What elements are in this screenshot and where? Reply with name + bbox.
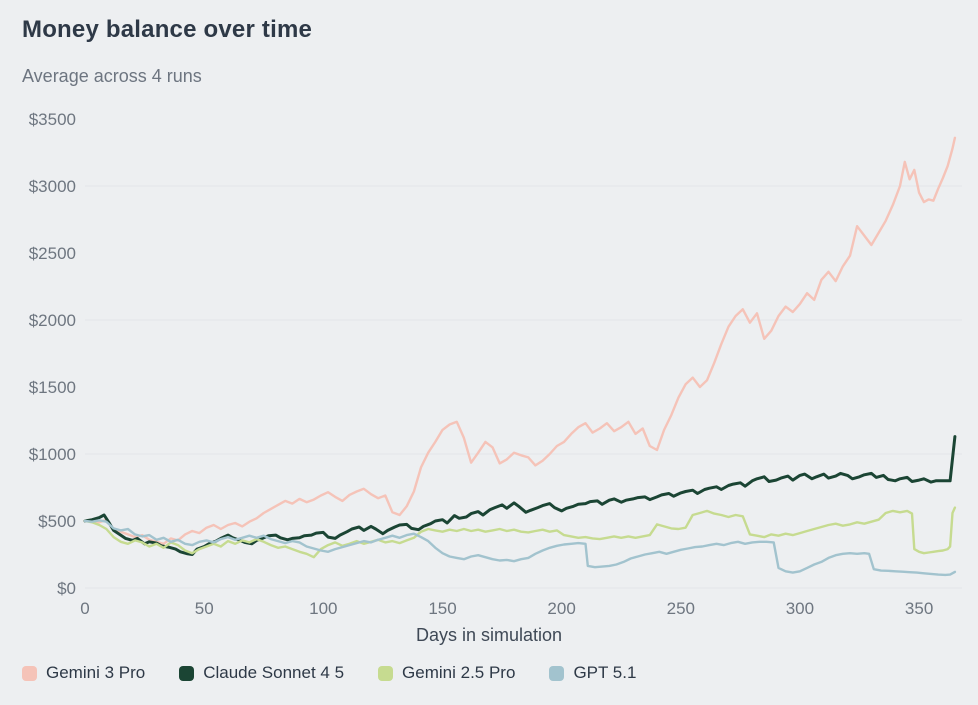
chart-subtitle: Average across 4 runs bbox=[22, 66, 202, 86]
y-tick-label: $500 bbox=[38, 512, 76, 531]
legend-label-gemini-3-pro: Gemini 3 Pro bbox=[46, 663, 146, 682]
legend-label-gpt-5-1: GPT 5.1 bbox=[573, 663, 637, 682]
legend-item-gemini-2-5-pro[interactable]: Gemini 2.5 Pro bbox=[378, 663, 515, 683]
legend-swatch-gemini-2-5-pro bbox=[378, 665, 394, 681]
x-tick-label: 250 bbox=[667, 599, 695, 618]
y-tick-label: $1000 bbox=[29, 445, 76, 464]
y-tick-label: $2000 bbox=[29, 311, 76, 330]
series-line-gpt-5-1 bbox=[83, 519, 957, 577]
chart-title: Money balance over time bbox=[22, 16, 313, 43]
x-tick-label: 150 bbox=[428, 599, 456, 618]
x-tick-label: 0 bbox=[80, 599, 89, 618]
x-tick-label: 100 bbox=[309, 599, 337, 618]
x-tick-label: 50 bbox=[195, 599, 214, 618]
series-line-gemini-2-5-pro bbox=[83, 506, 957, 559]
series-line-claude-sonnet-4-5 bbox=[83, 435, 957, 556]
legend-swatch-gpt-5-1 bbox=[549, 665, 565, 681]
legend-item-gpt-5-1[interactable]: GPT 5.1 bbox=[549, 663, 636, 683]
y-tick-label: $3000 bbox=[29, 177, 76, 196]
legend-swatch-claude-sonnet-4-5 bbox=[179, 665, 195, 681]
legend-label-gemini-2-5-pro: Gemini 2.5 Pro bbox=[402, 663, 516, 682]
y-tick-label: $2500 bbox=[29, 244, 76, 263]
x-axis-title: Days in simulation bbox=[415, 625, 563, 645]
chart-legend: Gemini 3 Pro Claude Sonnet 4 5 Gemini 2.… bbox=[22, 663, 636, 683]
y-tick-label: $3500 bbox=[29, 110, 76, 129]
legend-item-gemini-3-pro[interactable]: Gemini 3 Pro bbox=[22, 663, 145, 683]
y-tick-label: $0 bbox=[57, 579, 76, 598]
legend-item-claude-sonnet-4-5[interactable]: Claude Sonnet 4 5 bbox=[179, 663, 344, 683]
x-tick-label: 300 bbox=[786, 599, 814, 618]
legend-label-claude-sonnet-4-5: Claude Sonnet 4 5 bbox=[203, 663, 345, 682]
series-line-gemini-3-pro bbox=[83, 136, 957, 545]
x-tick-label: 350 bbox=[905, 599, 933, 618]
y-tick-label: $1500 bbox=[29, 378, 76, 397]
x-tick-label: 200 bbox=[547, 599, 575, 618]
legend-swatch-gemini-3-pro bbox=[22, 665, 37, 681]
